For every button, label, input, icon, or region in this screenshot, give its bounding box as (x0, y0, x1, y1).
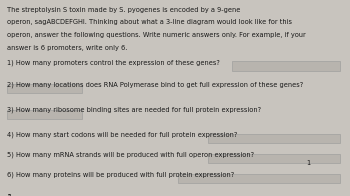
Text: 1: 1 (307, 160, 311, 166)
Text: 1: 1 (7, 194, 13, 196)
Bar (7, 84, 82, 93)
Text: The streptolysin S toxin made by S. pyogenes is encoded by a 9-gene: The streptolysin S toxin made by S. pyog… (7, 7, 240, 13)
Bar (208, 154, 340, 163)
Text: answer is 6 promoters, write only 6.: answer is 6 promoters, write only 6. (7, 45, 127, 51)
Bar (178, 174, 340, 183)
Bar (232, 61, 340, 71)
Bar (208, 134, 340, 143)
Text: 3) How many ribosome binding sites are needed for full protein expression?: 3) How many ribosome binding sites are n… (7, 107, 261, 113)
Text: operon, sagABCDEFGHI. Thinking about what a 3-line diagram would look like for t: operon, sagABCDEFGHI. Thinking about wha… (7, 19, 292, 25)
Text: 2) How many locations does RNA Polymerase bind to get full expression of these g: 2) How many locations does RNA Polymeras… (7, 82, 303, 88)
Text: operon, answer the following questions. Write numeric answers only. For example,: operon, answer the following questions. … (7, 32, 306, 38)
Text: 1) How many promoters control the expression of these genes?: 1) How many promoters control the expres… (7, 60, 220, 66)
Bar (7, 110, 82, 119)
Text: 5) How many mRNA strands will be produced with full operon expression?: 5) How many mRNA strands will be produce… (7, 152, 254, 158)
Text: 4) How many start codons will be needed for full protein expression?: 4) How many start codons will be needed … (7, 132, 237, 138)
Text: 6) How many proteins will be produced with full protein expression?: 6) How many proteins will be produced wi… (7, 171, 234, 178)
